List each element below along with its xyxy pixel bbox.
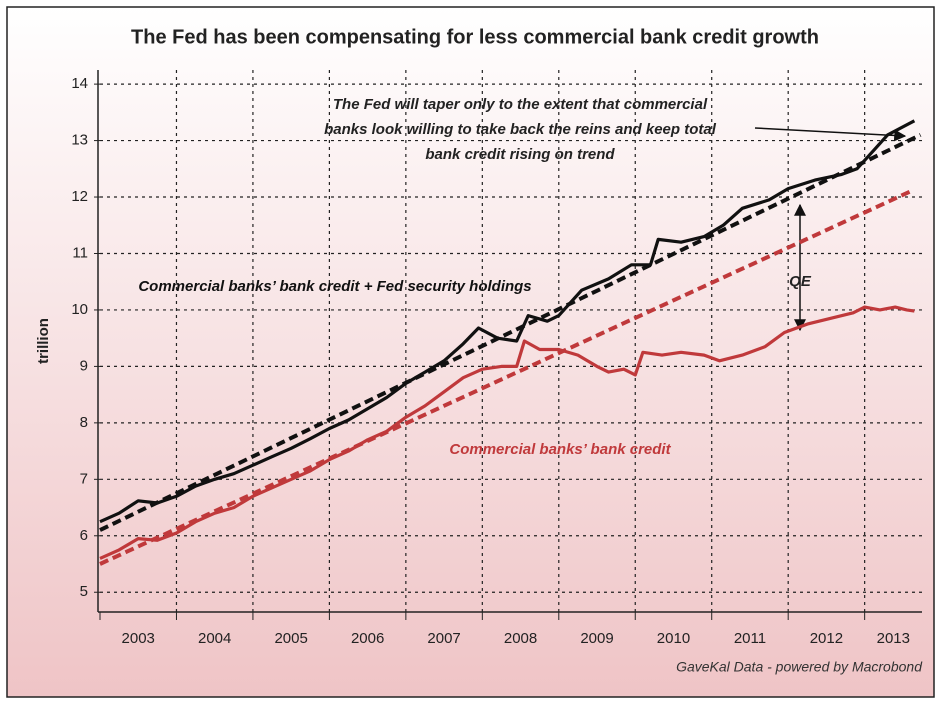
y-tick-label: 9: [80, 357, 88, 374]
x-tick-label: 2008: [504, 630, 537, 647]
series-label: Commercial banks’ bank credit + Fed secu…: [138, 278, 531, 295]
series-line: [99, 305, 915, 560]
trend-line: [99, 189, 912, 566]
x-tick-label: 2003: [122, 630, 155, 647]
y-axis-label: trillion: [35, 318, 52, 364]
annotation-line: banks look willing to take back the rein…: [324, 121, 717, 138]
trend-line: [99, 133, 922, 532]
source: GaveKal Data - powered by Macrobond: [676, 659, 923, 675]
y-tick-label: 10: [71, 301, 88, 318]
x-tick-label: 2010: [657, 630, 690, 647]
series-label: Commercial banks’ bank credit: [449, 441, 671, 458]
y-tick-label: 11: [72, 244, 88, 261]
annotation-arrow: [754, 127, 907, 142]
y-tick-label: 14: [71, 75, 88, 92]
y-tick-label: 13: [71, 132, 88, 149]
x-tick-label: 2005: [274, 630, 307, 647]
qe-label: QE: [789, 273, 812, 290]
annotation-line: The Fed will taper only to the extent th…: [333, 96, 708, 113]
y-tick-label: 8: [80, 414, 88, 431]
x-tick-label: 2004: [198, 630, 231, 647]
y-tick-label: 5: [80, 583, 88, 600]
annotation: The Fed will taper only to the extent th…: [324, 96, 717, 163]
chart-title: The Fed has been compensating for less c…: [131, 26, 819, 48]
x-tick-label: 2007: [427, 630, 460, 647]
x-tick-label: 2006: [351, 630, 384, 647]
y-tick-label: 12: [71, 188, 88, 205]
annotation-line: bank credit rising on trend: [425, 146, 615, 163]
y-tick-label: 7: [80, 470, 88, 487]
x-tick-label: 2013: [877, 630, 910, 647]
y-tick-label: 6: [80, 527, 88, 544]
x-tick-label: 2011: [734, 630, 766, 647]
x-tick-label: 2009: [580, 630, 613, 647]
x-tick-label: 2012: [810, 630, 843, 647]
